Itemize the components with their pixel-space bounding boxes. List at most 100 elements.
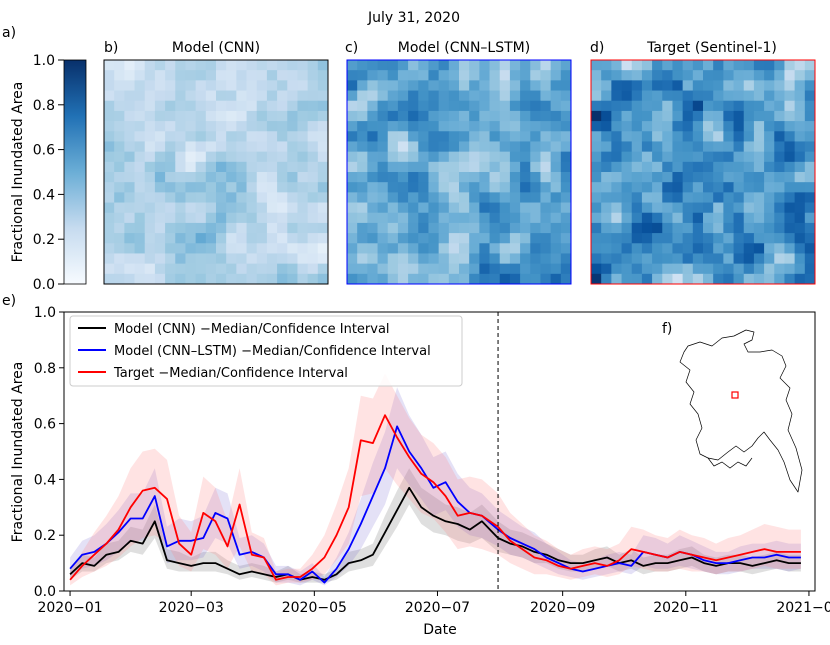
y-tick-label: 0.0 — [34, 584, 56, 600]
heatmap-cell — [540, 273, 552, 285]
heatmap-cell — [499, 182, 511, 193]
heatmap-cell — [216, 182, 227, 193]
heatmap-cell — [479, 192, 490, 203]
heatmap-cell — [377, 202, 389, 214]
heatmap-cell — [560, 263, 572, 275]
heatmap-cell — [144, 100, 156, 112]
heatmap-cell — [408, 212, 419, 224]
heatmap-cell — [277, 212, 288, 224]
heatmap-cell — [387, 60, 399, 71]
heatmap-cell — [175, 110, 186, 122]
x-axis-ticks: 2020−01 2020−03 2020−05 2020−07 2020−09 2020−… — [37, 591, 830, 616]
heatmap-cell — [733, 110, 745, 122]
heatmap-cell — [794, 60, 806, 71]
heatmap-cell — [195, 161, 207, 173]
heatmap-cell — [357, 273, 368, 285]
heatmap-cell — [165, 110, 176, 122]
heatmap-cell — [266, 182, 278, 193]
heatmap-cell — [499, 161, 511, 173]
heatmap-cell — [307, 273, 319, 285]
heatmap-cell — [530, 100, 541, 112]
heatmap-cell — [134, 100, 146, 112]
heatmap-cell — [377, 161, 389, 173]
heatmap-cell — [601, 60, 612, 71]
heatmap-cell — [784, 192, 796, 203]
y-tick-label: 0.8 — [34, 361, 56, 377]
heatmap-cell — [428, 182, 440, 193]
delta-coastline — [707, 457, 753, 469]
heatmap-cell — [550, 60, 562, 71]
heatmap-cell — [662, 233, 673, 244]
heatmap-cell — [387, 110, 399, 122]
heatmap-cell — [408, 121, 419, 132]
heatmap-cell — [266, 243, 278, 254]
heatmap-cell — [743, 192, 755, 203]
heatmap-cell — [236, 80, 247, 91]
heatmap-cell — [387, 161, 399, 173]
heatmap-cell — [530, 141, 541, 153]
heatmap-cell — [418, 131, 429, 142]
heatmap-cell — [448, 161, 460, 173]
confidence-band-cnn — [70, 468, 801, 583]
heatmap-cell — [611, 182, 622, 193]
heatmap-cell — [774, 70, 785, 81]
heatmap-cell — [621, 131, 633, 142]
heatmap-cell — [256, 243, 268, 254]
heatmap-cell — [520, 273, 531, 285]
heatmap-cell — [277, 263, 288, 275]
heatmap-cell — [418, 192, 429, 203]
heatmap-cell — [216, 90, 227, 102]
heatmap-cell — [175, 273, 186, 285]
heatmap-cell — [205, 243, 217, 254]
heatmap-cell — [418, 80, 429, 91]
heatmap-cell — [733, 90, 745, 102]
heatmap-cell — [317, 192, 329, 203]
heatmap-cell — [154, 161, 166, 173]
heatmap-cell — [631, 110, 643, 122]
heatmap-cell — [154, 172, 166, 183]
heatmap-cell — [601, 151, 612, 163]
heatmap-cell — [764, 222, 775, 234]
heatmap-cell — [266, 80, 278, 91]
heatmap-cell — [438, 192, 450, 203]
heatmap-cell — [743, 202, 755, 214]
heatmap-cell — [794, 110, 806, 122]
heatmap-cell — [764, 100, 775, 112]
heatmap-cell — [459, 141, 470, 153]
heatmap-cell — [753, 131, 765, 142]
heatmap-cell — [134, 253, 146, 265]
heatmap-cell — [317, 212, 329, 224]
heatmap-cell — [144, 151, 156, 163]
heatmap-cell — [317, 243, 329, 254]
heatmap-cell — [226, 100, 237, 112]
heatmap-cell — [672, 80, 684, 91]
heatmap-cell — [297, 121, 309, 132]
heatmap-cell — [601, 80, 612, 91]
heatmap-cell — [591, 121, 602, 132]
heatmap-cell — [703, 243, 714, 254]
heatmap-cell — [397, 70, 409, 81]
heatmap-cell — [367, 90, 378, 102]
heatmap-cell — [114, 100, 125, 112]
heatmap-cell — [448, 131, 460, 142]
heatmap-cell — [703, 151, 714, 163]
heatmap-cell — [611, 60, 622, 71]
heatmap-cell — [438, 121, 450, 132]
heatmap-cell — [165, 141, 176, 153]
heatmap-cell — [287, 161, 298, 173]
heatmap-cell — [692, 70, 704, 81]
heatmap-cell — [672, 161, 684, 173]
heatmap-cell — [794, 70, 806, 81]
heatmap-cell — [256, 172, 268, 183]
heatmap-cell — [387, 202, 399, 214]
heatmap-cell — [784, 70, 796, 81]
heatmap-cell — [377, 100, 389, 112]
heatmap-cell — [185, 131, 197, 142]
heatmap-cell — [205, 110, 217, 122]
heatmap-cell — [703, 263, 714, 275]
heatmap-cell — [307, 202, 319, 214]
heatmap-cell — [114, 80, 125, 91]
heatmap-cell — [601, 212, 612, 224]
heatmap-cell — [479, 222, 490, 234]
heatmap-cell — [256, 90, 268, 102]
